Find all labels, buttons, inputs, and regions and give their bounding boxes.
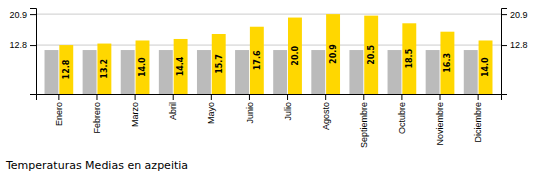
bar-series xyxy=(59,14,492,94)
bar xyxy=(235,50,249,94)
data-label: 15.7 xyxy=(215,54,224,74)
bar xyxy=(197,50,211,94)
bar xyxy=(59,45,73,94)
data-label: 18.5 xyxy=(405,48,414,68)
bar xyxy=(174,39,188,94)
bar xyxy=(83,50,97,94)
tick: Noviembre xyxy=(435,94,445,146)
tick-mark xyxy=(478,94,479,100)
tick: 20.9 xyxy=(9,9,36,19)
bar xyxy=(288,18,302,94)
tick: Febrero xyxy=(92,94,102,134)
tick-mark xyxy=(58,94,59,100)
tick-label: 20.9 xyxy=(9,9,27,19)
bar xyxy=(45,50,59,94)
tick-label: Enero xyxy=(54,102,64,126)
tick-label: Diciembre xyxy=(473,102,483,143)
data-label: 17.6 xyxy=(253,50,262,70)
tick-mark xyxy=(135,94,136,100)
bar xyxy=(479,40,493,94)
tick-label: Junio xyxy=(245,102,255,124)
bar xyxy=(121,50,135,94)
x-axis: Enero Febrero Marzo Abril Mayo Junio Julio Agos… xyxy=(37,94,502,148)
axis-line xyxy=(37,95,502,101)
y-axis: 12.8 20.9 xyxy=(9,9,36,95)
tick: Enero xyxy=(54,94,64,126)
tick: 12.8 xyxy=(9,40,36,50)
tick-mark xyxy=(401,94,402,100)
data-label: 13.2 xyxy=(100,59,109,79)
tick: Abril xyxy=(168,94,178,120)
tick: Octubre xyxy=(397,94,407,134)
data-labels: 12.8 13.2 14.0 14.4 15.7 17.6 20.0 20.9 20.5 18.5… xyxy=(62,44,490,80)
tick-mark xyxy=(30,14,36,15)
data-label: 14.4 xyxy=(176,56,185,76)
tick-label: Noviembre xyxy=(435,102,445,146)
bar xyxy=(440,32,454,94)
tick-label: Marzo xyxy=(130,102,140,127)
tick: 12.8 xyxy=(501,40,528,50)
bar xyxy=(326,14,340,94)
tick-label: Septiembre xyxy=(359,102,369,148)
tick: Agosto xyxy=(321,94,331,130)
tick-mark xyxy=(287,94,288,100)
tick-mark xyxy=(96,94,97,100)
grid-line xyxy=(36,14,501,15)
tick-label: Octubre xyxy=(397,102,407,134)
axis-line xyxy=(502,9,508,95)
data-label: 14.0 xyxy=(481,57,490,77)
plot xyxy=(45,14,493,94)
bar xyxy=(97,44,111,94)
data-label: 16.3 xyxy=(443,53,452,73)
bar xyxy=(136,40,150,94)
tick-mark xyxy=(501,45,507,46)
data-label: 12.8 xyxy=(62,59,71,79)
tick-label: 12.8 xyxy=(510,40,528,50)
data-label: 14.0 xyxy=(138,57,147,77)
tick: Diciembre xyxy=(473,94,483,143)
bar xyxy=(159,50,173,94)
bar xyxy=(311,50,325,94)
tick-label: Abril xyxy=(168,102,178,120)
bar xyxy=(212,34,226,94)
tick-label: Julio xyxy=(283,102,293,121)
bar xyxy=(273,50,287,94)
tick-mark xyxy=(211,94,212,100)
data-label: 20.5 xyxy=(367,45,376,65)
tick-label: 20.9 xyxy=(510,9,528,19)
title: Temperaturas Medias en azpeitia xyxy=(5,159,188,172)
bar xyxy=(250,27,264,94)
bar xyxy=(349,50,363,94)
tick-mark xyxy=(501,14,507,15)
tick-label: Febrero xyxy=(92,102,102,134)
bar xyxy=(426,50,440,94)
tick: Marzo xyxy=(130,94,140,127)
tick: Junio xyxy=(245,94,255,124)
tick-mark xyxy=(173,94,174,100)
tick: 20.9 xyxy=(501,9,528,19)
chart: 12.8 13.2 14.0 14.4 15.7 17.6 20.0 20.9 20.5 18.5… xyxy=(0,0,537,174)
bar xyxy=(464,50,478,94)
tick-mark xyxy=(440,94,441,100)
tick-mark xyxy=(325,94,326,100)
y2-axis: 12.8 20.9 xyxy=(501,9,528,95)
tick: Julio xyxy=(283,94,293,121)
tick: Septiembre xyxy=(359,94,369,148)
data-label: 20.0 xyxy=(291,45,300,65)
tick-label: Agosto xyxy=(321,102,331,130)
tick-mark xyxy=(249,94,250,100)
tick-mark xyxy=(363,94,364,100)
tick-mark xyxy=(30,45,36,46)
data-label: 20.9 xyxy=(329,44,338,64)
axis-line xyxy=(30,9,37,95)
bar xyxy=(388,50,402,94)
bar xyxy=(364,16,378,94)
tick-label: Mayo xyxy=(206,102,216,124)
tick: Mayo xyxy=(206,94,216,124)
tick-label: 12.8 xyxy=(9,40,27,50)
bar xyxy=(402,23,416,94)
grid xyxy=(36,14,501,45)
